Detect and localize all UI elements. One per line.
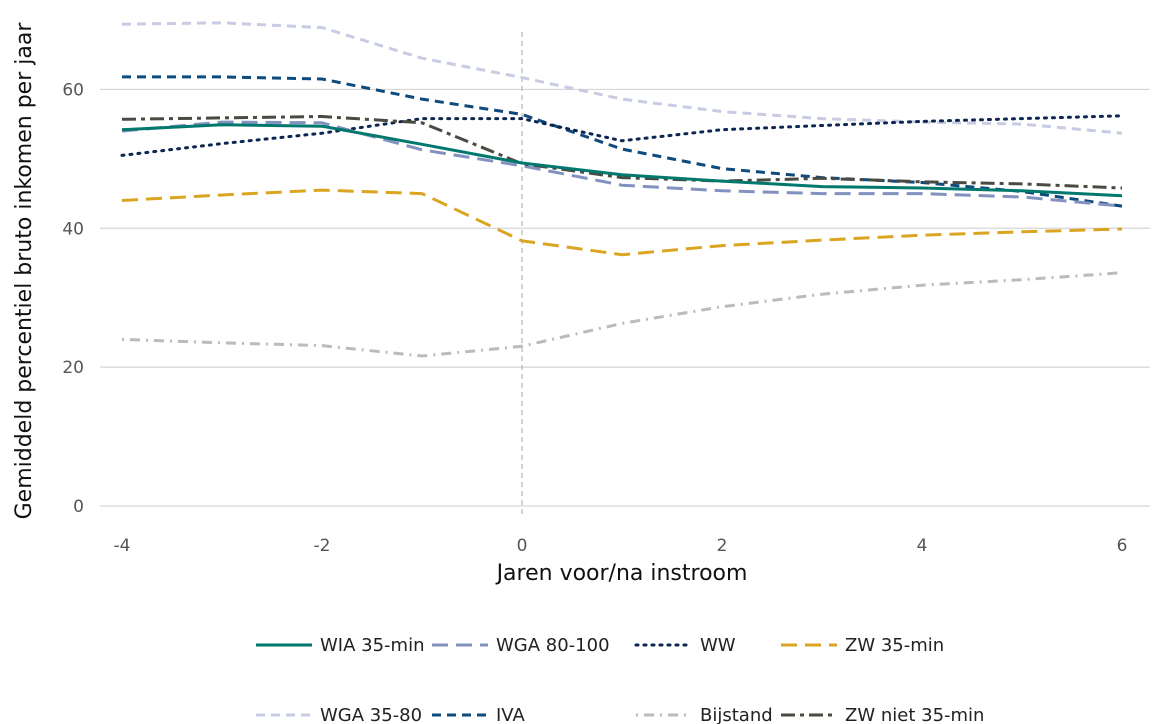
legend-label: ZW niet 35-min <box>845 705 984 724</box>
legend-label: ZW 35-min <box>845 635 944 656</box>
legend-item: WW <box>634 635 736 656</box>
x-tick-label: 6 <box>1117 536 1128 556</box>
gridlines <box>100 88 1150 507</box>
legend-label: IVA <box>496 705 525 724</box>
legend-item: WGA 80-100 <box>432 635 610 656</box>
legend-label: WIA 35-min <box>320 635 424 656</box>
series-line <box>121 21 1123 135</box>
legend-label: WGA 35-80 <box>320 705 422 724</box>
series-line <box>120 114 1124 157</box>
x-tick-label: 0 <box>517 536 528 556</box>
x-axis-title: Jaren voor/na instroom <box>495 561 748 586</box>
y-axis-title: Gemiddeld percentiel bruto inkomen per j… <box>12 22 37 520</box>
series-lines <box>120 21 1124 358</box>
legend-item: Bijstand <box>636 705 773 724</box>
tick-labels: 0 20 40 60 -4 -2 0 2 4 6 <box>62 80 1127 556</box>
legend-item: ZW niet 35-min <box>781 705 984 724</box>
x-tick-label: 2 <box>717 536 728 556</box>
series-line <box>121 271 1123 358</box>
series-line <box>121 188 1123 257</box>
legend-item: ZW 35-min <box>781 635 944 656</box>
legend-item: IVA <box>432 705 525 724</box>
legend-item: WGA 35-80 <box>256 705 422 724</box>
y-tick-label: 40 <box>62 219 84 239</box>
legend-item: WIA 35-min <box>256 635 424 656</box>
legend-label: WGA 80-100 <box>496 635 610 656</box>
x-tick-label: 4 <box>917 536 928 556</box>
x-tick-label: -2 <box>314 536 331 556</box>
series-line <box>122 75 1123 208</box>
y-tick-label: 20 <box>62 358 84 378</box>
series-line <box>121 115 1123 190</box>
y-tick-label: 0 <box>73 497 84 517</box>
legend-label: WW <box>700 635 736 656</box>
legend: WIA 35-min WGA 80-100 WW ZW 35-min WGA 35-80… <box>256 635 984 724</box>
series-line <box>121 123 1123 198</box>
y-tick-label: 60 <box>62 80 84 100</box>
series-line <box>121 120 1123 208</box>
x-tick-label: -4 <box>114 536 131 556</box>
legend-label: Bijstand <box>700 705 773 724</box>
